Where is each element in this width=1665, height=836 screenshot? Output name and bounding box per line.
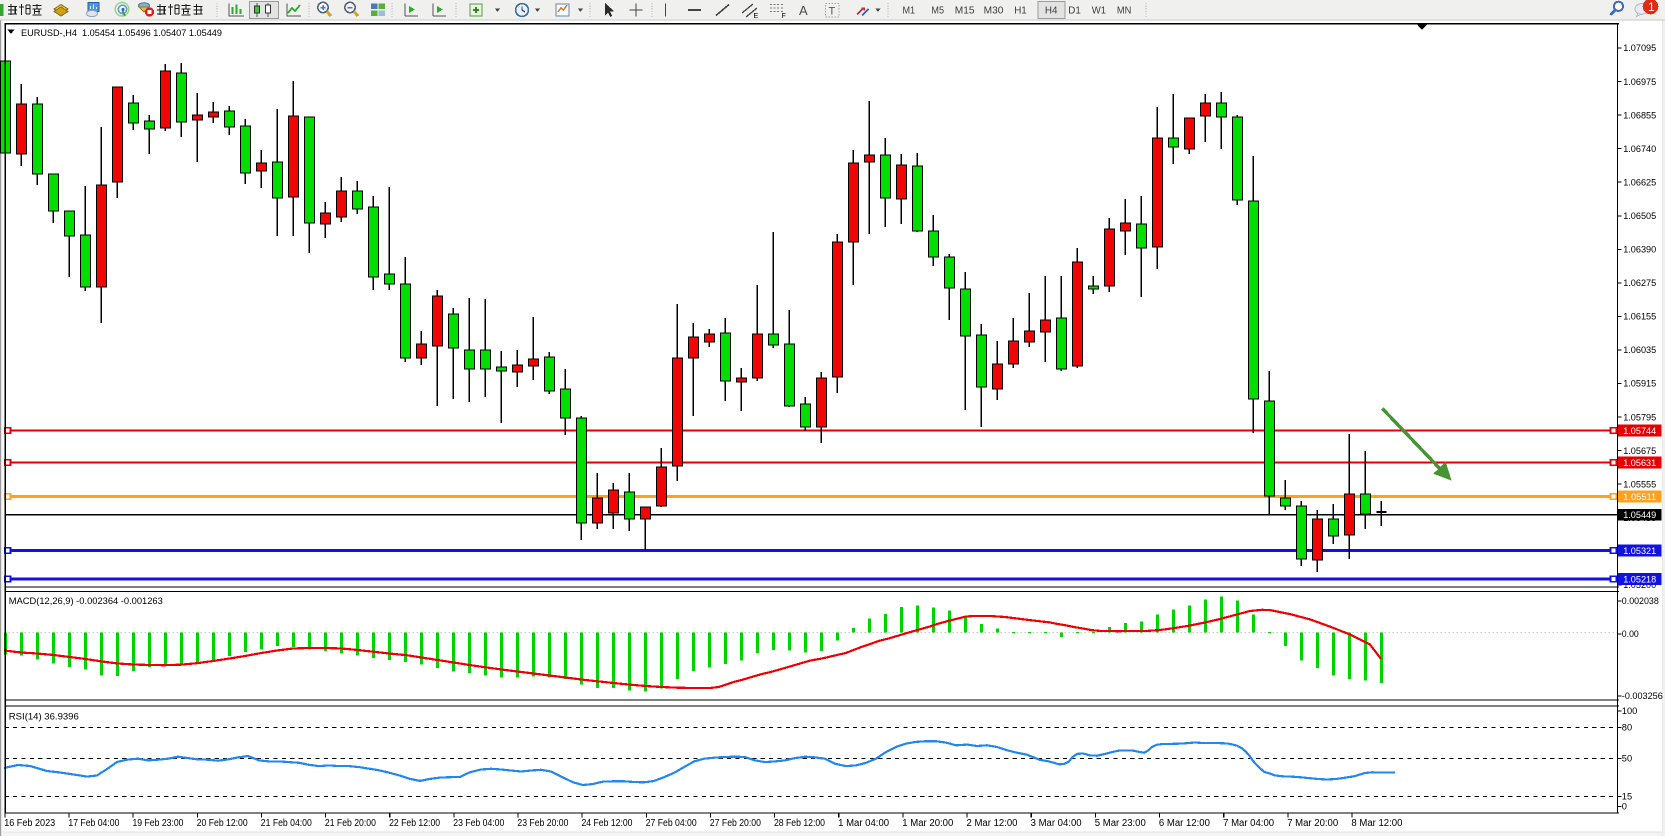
svg-text:1.05744: 1.05744: [1623, 426, 1656, 436]
svg-text:-0.003256: -0.003256: [1622, 691, 1663, 701]
svg-text:100: 100: [1622, 706, 1638, 716]
svg-text:22 Feb 12:00: 22 Feb 12:00: [389, 818, 440, 829]
svg-text:1.05555: 1.05555: [1623, 479, 1656, 489]
svg-text:MN: MN: [1117, 5, 1131, 16]
svg-text:8 Mar 12:00: 8 Mar 12:00: [1351, 818, 1403, 829]
svg-text:0.002038: 0.002038: [1622, 596, 1659, 606]
svg-text:EURUSD-,H4 1.05454 1.05496 1.: EURUSD-,H4 1.05454 1.05496 1.05407 1.054…: [21, 28, 222, 39]
svg-text:0.00: 0.00: [1622, 629, 1639, 639]
svg-text:21 Feb 04:00: 21 Feb 04:00: [261, 818, 312, 829]
svg-text:1.07095: 1.07095: [1623, 43, 1656, 53]
svg-text:1.06740: 1.06740: [1623, 144, 1656, 154]
svg-text:1.06625: 1.06625: [1623, 177, 1656, 187]
svg-text:M15: M15: [955, 5, 975, 16]
svg-text:1.05449: 1.05449: [1623, 510, 1656, 520]
svg-text:1.06155: 1.06155: [1623, 312, 1656, 322]
svg-text:M1: M1: [903, 5, 916, 16]
svg-text:16 Feb 2023: 16 Feb 2023: [4, 818, 55, 829]
svg-text:M5: M5: [931, 5, 944, 16]
svg-text:5 Mar 23:00: 5 Mar 23:00: [1095, 818, 1147, 829]
svg-text:1.05511: 1.05511: [1623, 492, 1656, 502]
svg-text:W1: W1: [1092, 5, 1107, 16]
svg-text:1.05321: 1.05321: [1623, 546, 1656, 556]
svg-text:1.06975: 1.06975: [1623, 77, 1656, 87]
svg-text:2 Mar 12:00: 2 Mar 12:00: [967, 818, 1019, 829]
svg-text:0: 0: [1622, 802, 1627, 812]
svg-text:1.05218: 1.05218: [1623, 574, 1656, 584]
svg-text:1.06390: 1.06390: [1623, 245, 1656, 255]
svg-text:7 Mar 20:00: 7 Mar 20:00: [1287, 818, 1339, 829]
svg-text:15: 15: [1622, 792, 1632, 802]
svg-text:1 Mar 04:00: 1 Mar 04:00: [838, 818, 890, 829]
svg-text:1.06035: 1.06035: [1623, 345, 1656, 355]
svg-text:80: 80: [1622, 723, 1632, 733]
svg-text:E: E: [754, 13, 759, 20]
svg-text:D1: D1: [1068, 5, 1081, 16]
svg-text:RSI(14) 36.9396: RSI(14) 36.9396: [9, 712, 79, 723]
svg-text:19 Feb 23:00: 19 Feb 23:00: [133, 818, 184, 829]
svg-text:27 Feb 20:00: 27 Feb 20:00: [710, 818, 761, 829]
svg-text:20 Feb 12:00: 20 Feb 12:00: [197, 818, 248, 829]
svg-text:M30: M30: [984, 5, 1004, 16]
svg-text:6 Mar 12:00: 6 Mar 12:00: [1159, 818, 1211, 829]
svg-text:H1: H1: [1014, 5, 1027, 16]
svg-text:23 Feb 20:00: 23 Feb 20:00: [517, 818, 568, 829]
svg-text:17 Feb 04:00: 17 Feb 04:00: [68, 818, 119, 829]
svg-text:1.05795: 1.05795: [1623, 412, 1656, 422]
svg-text:1.05200: 1.05200: [1623, 580, 1656, 590]
svg-text:3 Mar 04:00: 3 Mar 04:00: [1031, 818, 1083, 829]
svg-text:23 Feb 04:00: 23 Feb 04:00: [453, 818, 504, 829]
svg-text:1.05915: 1.05915: [1623, 379, 1656, 389]
svg-text:24 Feb 12:00: 24 Feb 12:00: [582, 818, 633, 829]
svg-text:F: F: [782, 13, 786, 20]
svg-text:50: 50: [1622, 754, 1632, 764]
svg-text:1.06855: 1.06855: [1623, 110, 1656, 120]
svg-text:MACD(12,26,9) -0.002364 -0.001: MACD(12,26,9) -0.002364 -0.001263: [9, 596, 163, 607]
svg-text:27 Feb 04:00: 27 Feb 04:00: [646, 818, 697, 829]
svg-text:7 Mar 04:00: 7 Mar 04:00: [1223, 818, 1275, 829]
svg-text:A: A: [799, 3, 808, 18]
svg-text:21 Feb 20:00: 21 Feb 20:00: [325, 818, 376, 829]
svg-text:1.06505: 1.06505: [1623, 211, 1656, 221]
svg-text:28 Feb 12:00: 28 Feb 12:00: [774, 818, 825, 829]
svg-text:1: 1: [1648, 0, 1655, 14]
svg-text:1 Mar 20:00: 1 Mar 20:00: [902, 818, 954, 829]
svg-text:1.06275: 1.06275: [1623, 278, 1656, 288]
svg-text:1.05675: 1.05675: [1623, 446, 1656, 456]
svg-text:1.05631: 1.05631: [1623, 458, 1656, 468]
svg-text:T: T: [829, 6, 836, 18]
svg-text:H4: H4: [1045, 5, 1058, 16]
